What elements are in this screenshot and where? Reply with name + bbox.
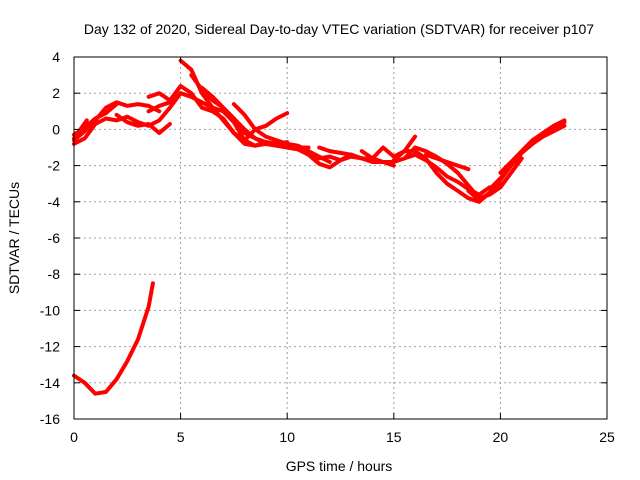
x-axis-label: GPS time / hours bbox=[286, 458, 393, 474]
series-line-arc-17 bbox=[413, 145, 524, 201]
series-line-arc-22 bbox=[72, 281, 155, 396]
y-tick-label: -2 bbox=[48, 158, 61, 174]
y-tick-label: -4 bbox=[48, 194, 61, 210]
series-line-arc-18 bbox=[423, 152, 471, 172]
series-group bbox=[72, 58, 567, 396]
series-line-arc-1 bbox=[72, 91, 183, 146]
x-tick-label: 15 bbox=[386, 429, 402, 445]
y-tick-label: -12 bbox=[40, 339, 60, 355]
x-tick-label: 10 bbox=[279, 429, 295, 445]
chart-title: Day 132 of 2020, Sidereal Day-to-day VTE… bbox=[84, 21, 594, 37]
x-tick-labels: 0 5 10 15 20 25 bbox=[70, 429, 615, 445]
x-tick-label: 20 bbox=[493, 429, 509, 445]
series-line-arc-12 bbox=[285, 143, 396, 170]
series-line-arc-5 bbox=[114, 112, 172, 135]
ticks bbox=[73, 56, 608, 420]
x-tick-label: 25 bbox=[599, 429, 615, 445]
y-tick-label: -14 bbox=[40, 375, 60, 391]
x-tick-label: 0 bbox=[70, 429, 78, 445]
series-line-arc-10 bbox=[199, 85, 354, 163]
x-tick-label: 5 bbox=[177, 429, 185, 445]
series-line-arc-13 bbox=[317, 145, 418, 164]
series-line-arc-14 bbox=[359, 134, 418, 161]
series-line-arc-4 bbox=[72, 118, 89, 141]
y-tick-label: 4 bbox=[52, 49, 60, 65]
grid bbox=[74, 57, 607, 419]
y-tick-labels: 4 2 0 -2 -4 -6 -8 -10 -12 -14 -16 bbox=[40, 49, 60, 427]
series-line-arc-21 bbox=[498, 118, 567, 175]
series-line-arc-11 bbox=[231, 102, 332, 164]
y-tick-label: 0 bbox=[52, 121, 60, 137]
y-tick-label: -6 bbox=[48, 230, 61, 246]
y-axis-label: SDTVAR / TECUs bbox=[6, 182, 22, 294]
y-tick-label: -16 bbox=[40, 411, 60, 427]
y-tick-label: -10 bbox=[40, 302, 60, 318]
y-tick-label: 2 bbox=[52, 85, 60, 101]
y-tick-label: -8 bbox=[48, 266, 61, 282]
